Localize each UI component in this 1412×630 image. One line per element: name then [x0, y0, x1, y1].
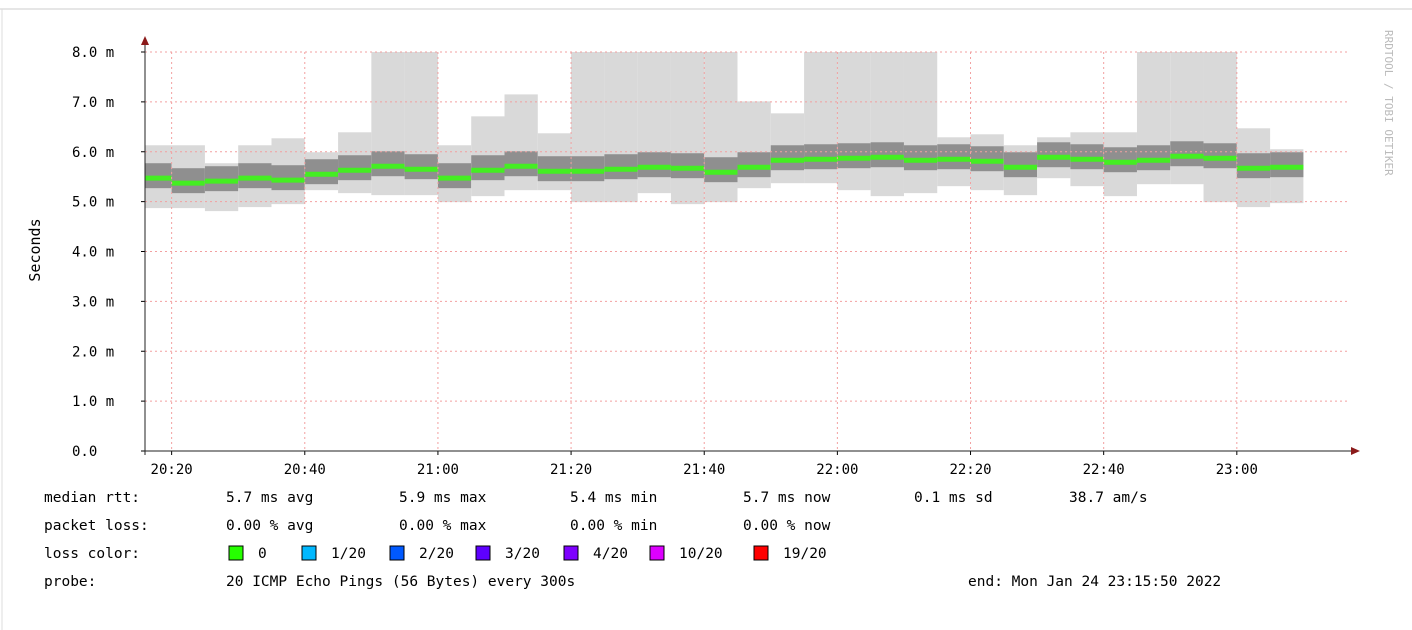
x-tick-label: 20:20 [151, 462, 193, 478]
x-tick-label: 22:00 [816, 462, 858, 478]
y-tick-label: 7.0 m [72, 95, 114, 111]
loss-swatch-label: 0 [258, 546, 267, 562]
x-tick-label: 22:20 [949, 462, 991, 478]
y-tick-label: 2.0 m [72, 344, 114, 360]
end-time: end: Mon Jan 24 23:15:50 2022 [968, 574, 1221, 590]
loss-swatch-label: 19/20 [783, 546, 827, 562]
stats-value: 0.00 % min [570, 518, 657, 534]
smoke-outer [903, 52, 938, 194]
loss-swatch [563, 545, 579, 561]
y-tick-label: 8.0 m [72, 45, 114, 61]
x-tick-label: 21:20 [550, 462, 592, 478]
loss-swatch [753, 545, 769, 561]
stats-value: 5.7 ms avg [226, 490, 313, 506]
smoke-outer [604, 52, 638, 203]
plot-area [145, 52, 1304, 212]
x-tick-label: 20:40 [284, 462, 326, 478]
y-tick-label: 5.0 m [72, 195, 114, 211]
y-tick-label: 1.0 m [72, 394, 114, 410]
probe-label: probe: [44, 574, 96, 590]
smoke-outer [870, 52, 904, 197]
y-axis-label: Seconds [26, 218, 44, 281]
stats-value: 0.00 % now [743, 518, 831, 534]
x-axis-arrow [1351, 447, 1360, 455]
loss-swatch-label: 1/20 [331, 546, 366, 562]
watermark: RRDTOOL / TOBI OETIKER [1382, 30, 1395, 176]
loss-swatch-label: 2/20 [419, 546, 454, 562]
stats-label: packet loss: [44, 518, 149, 534]
stats-value: 38.7 am/s [1069, 490, 1148, 506]
stats-value: 0.00 % max [399, 518, 487, 534]
smoke-outer [837, 52, 871, 191]
loss-swatch [475, 545, 491, 561]
y-tick-label: 0.0 [72, 444, 97, 460]
x-tick-label: 21:40 [683, 462, 725, 478]
stats-label: median rtt: [44, 490, 140, 506]
loss-label: loss color: [44, 546, 140, 562]
x-tick-label: 21:00 [417, 462, 459, 478]
stats-value: 5.7 ms now [743, 490, 831, 506]
x-tick-label: 23:00 [1216, 462, 1258, 478]
loss-swatch [389, 545, 405, 561]
probe: 20 ICMP Echo Pings (56 Bytes) every 300s [226, 574, 575, 590]
loss-swatch [649, 545, 665, 561]
stats-value: 5.4 ms min [570, 490, 657, 506]
y-tick-label: 4.0 m [72, 245, 114, 261]
loss-swatch-label: 10/20 [679, 546, 723, 562]
loss-swatch-label: 3/20 [505, 546, 540, 562]
y-tick-label: 6.0 m [72, 145, 114, 161]
stats-value: 0.00 % avg [226, 518, 313, 534]
stats-value: 0.1 ms sd [914, 490, 993, 506]
loss-swatch-label: 4/20 [593, 546, 628, 562]
stats-value: 5.9 ms max [399, 490, 487, 506]
x-tick-label: 22:40 [1083, 462, 1125, 478]
y-axis-arrow [141, 36, 149, 45]
loss-swatch [301, 545, 317, 561]
smoke-outer [670, 52, 705, 205]
loss-swatch [228, 545, 244, 561]
y-tick-label: 3.0 m [72, 294, 114, 310]
smoke-outer [1203, 52, 1237, 203]
